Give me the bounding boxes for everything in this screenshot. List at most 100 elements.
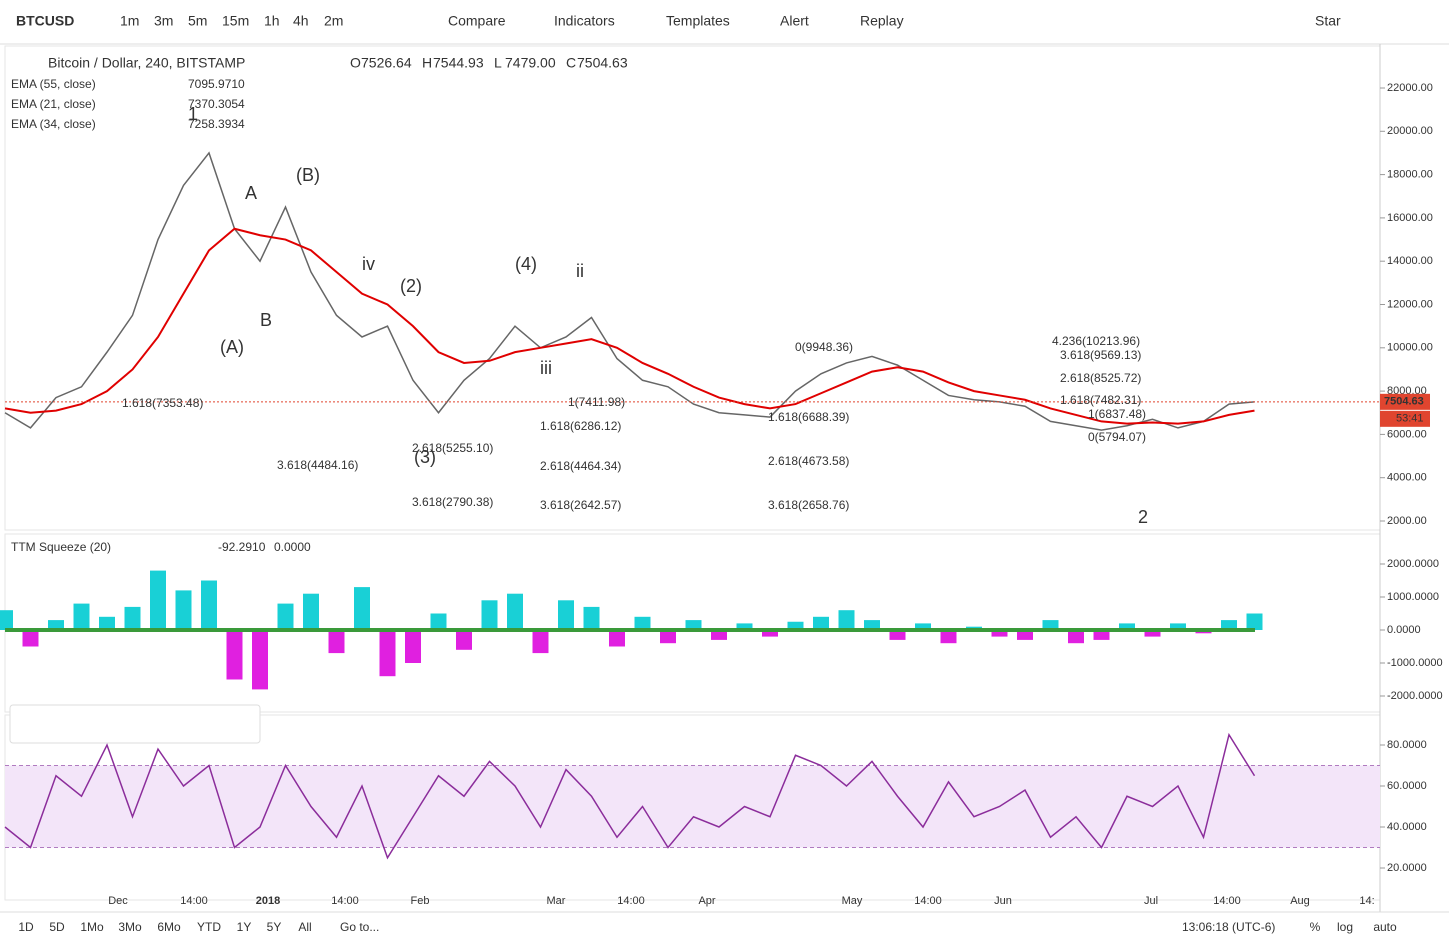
rsi-tick-label: 60.0000 <box>1387 780 1427 792</box>
price-tick-label: 10000.00 <box>1387 342 1433 354</box>
symbol[interactable]: BTCUSD <box>16 13 74 29</box>
ohlc-label: O <box>350 55 361 71</box>
time-label: Mar <box>547 895 566 907</box>
squeeze-bar <box>73 603 90 630</box>
squeeze-bar <box>991 630 1008 637</box>
scale-option[interactable]: log <box>1337 920 1353 934</box>
range-button[interactable]: YTD <box>197 920 221 934</box>
ohlc-value: 7544.93 <box>433 55 484 71</box>
interval[interactable]: 3m <box>154 13 173 29</box>
time-label: 14:00 <box>617 895 645 907</box>
squeeze-bar <box>48 620 64 630</box>
toolbar-button[interactable]: Templates <box>666 13 730 29</box>
squeeze-bar <box>226 630 243 680</box>
squeeze-bar <box>430 613 447 630</box>
annotation: 0(5794.07) <box>1088 430 1146 444</box>
annotation: (4) <box>515 254 537 274</box>
study-value: 7258.3934 <box>188 117 245 131</box>
scale-option[interactable]: auto <box>1373 920 1397 934</box>
annotation: (2) <box>400 276 422 296</box>
time-label: 14:00 <box>331 895 359 907</box>
annotation: 2 <box>1138 507 1148 527</box>
annotation: A <box>245 183 257 203</box>
interval[interactable]: 15m <box>222 13 249 29</box>
annotation: 0(9948.36) <box>795 340 853 354</box>
annotation: 1.618(6688.39) <box>768 410 849 424</box>
squeeze-bar <box>328 630 345 654</box>
drawing-toolbar[interactable] <box>9 704 261 744</box>
range-button[interactable]: 6Mo <box>157 920 181 934</box>
price-line <box>4 151 1255 431</box>
squeeze-bar <box>889 630 906 640</box>
interval[interactable]: 4h <box>293 13 309 29</box>
star[interactable]: Star <box>1315 13 1341 29</box>
annotation: 1.618(7353.48) <box>122 396 203 410</box>
study-value: 7370.3054 <box>188 97 245 111</box>
range-button[interactable]: 1Mo <box>80 920 104 934</box>
toolbar-button[interactable]: Replay <box>860 13 904 29</box>
squeeze-bar <box>277 603 294 630</box>
annotation: 3.618(2642.57) <box>540 498 621 512</box>
squeeze-bar <box>0 610 13 630</box>
squeeze-bar <box>379 630 396 677</box>
annotation: B <box>260 310 272 330</box>
time-label: Jun <box>994 895 1012 907</box>
range-button[interactable]: 1D <box>18 920 34 934</box>
annotation: 2.618(4464.34) <box>540 459 621 473</box>
ohlc-value: 7479.00 <box>505 55 556 71</box>
rsi-line <box>4 732 1256 860</box>
study-name: TTM Squeeze (20) <box>11 540 111 554</box>
legend-title: Bitcoin / Dollar, 240, BITSTAMP <box>48 55 245 71</box>
time-label: 14:00 <box>180 895 208 907</box>
squeeze-bar <box>915 623 931 630</box>
squeeze-tick-label: 2000.0000 <box>1387 558 1439 570</box>
interval[interactable]: 1m <box>120 13 139 29</box>
squeeze-tick-label: 1000.0000 <box>1387 591 1439 603</box>
time-label: Dec <box>108 895 128 907</box>
study-name: EMA (34, close) <box>11 117 96 131</box>
annotation: 1(7411.98) <box>568 395 625 409</box>
squeeze-bar <box>532 630 549 654</box>
price-tick-label: 12000.00 <box>1387 298 1433 310</box>
annotation: iii <box>540 358 552 378</box>
interval[interactable]: 5m <box>188 13 207 29</box>
price-tick-label: 14000.00 <box>1387 255 1433 267</box>
price-tick-label: 4000.00 <box>1387 472 1427 484</box>
annotation: 2.618(5255.10) <box>412 441 493 455</box>
squeeze-bar <box>685 620 702 630</box>
toolbar-button[interactable]: Compare <box>448 13 506 29</box>
range-button[interactable]: 1Y <box>237 920 252 934</box>
annotation: 2.618(8525.72) <box>1060 371 1141 385</box>
squeeze-bar <box>1119 623 1135 630</box>
annotation: 1(6837.48) <box>1088 407 1146 421</box>
range-button[interactable]: All <box>298 920 311 934</box>
range-button[interactable]: 5D <box>49 920 65 934</box>
time-label: Apr <box>698 895 715 907</box>
squeeze-bar <box>201 580 217 630</box>
range-button[interactable]: 5Y <box>267 920 282 934</box>
price-tick-label: 18000.00 <box>1387 169 1433 181</box>
rsi-tick-label: 80.0000 <box>1387 739 1427 751</box>
squeeze-bar <box>303 593 319 630</box>
ohlc-label: L <box>494 55 502 71</box>
annotation: 2.618(4673.58) <box>768 454 849 468</box>
squeeze-bar <box>405 630 421 663</box>
annotation: 1 <box>188 104 198 124</box>
toolbar-button[interactable]: Indicators <box>554 13 615 29</box>
goto[interactable]: Go to... <box>340 920 379 934</box>
rsi-band <box>5 765 1380 848</box>
interval[interactable]: 1h <box>264 13 280 29</box>
study-value: -92.2910 <box>218 540 266 554</box>
scale-option[interactable]: % <box>1310 920 1321 934</box>
clock: 13:06:18 (UTC-6) <box>1182 920 1275 934</box>
ohlc-value: 7526.64 <box>361 55 412 71</box>
range-button[interactable]: 3Mo <box>118 920 142 934</box>
squeeze-bar <box>813 616 829 630</box>
squeeze-bar <box>150 570 166 630</box>
time-label: Jul <box>1144 895 1158 907</box>
toolbar-bg <box>0 0 1449 44</box>
toolbar-button[interactable]: Alert <box>780 13 809 29</box>
interval[interactable]: 2m <box>324 13 343 29</box>
study-name: EMA (21, close) <box>11 97 96 111</box>
